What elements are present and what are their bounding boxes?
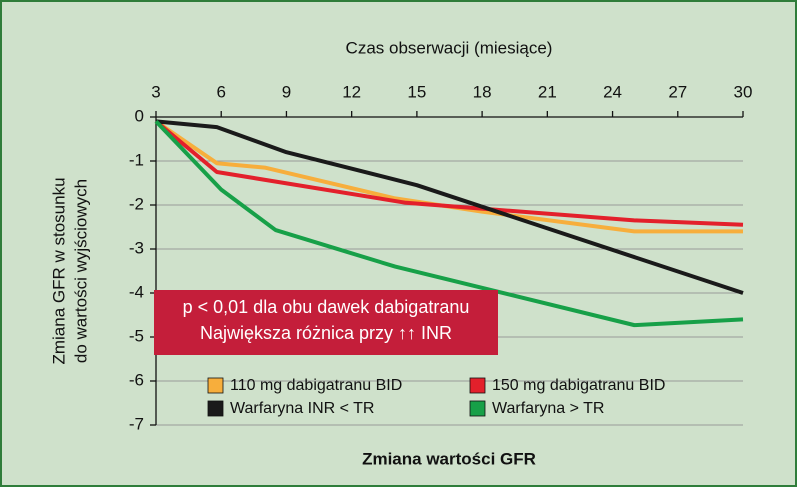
- legend-label: 110 mg dabigatranu BID: [230, 377, 402, 394]
- footer-title: Zmiana wartości GFR: [362, 449, 536, 468]
- x-tick-label: 9: [282, 82, 291, 101]
- x-tick-label: 21: [538, 82, 557, 101]
- legend-label: Warfaryna INR < TR: [230, 400, 374, 417]
- annotation: p < 0,01 dla obu dawek dabigatranu: [183, 297, 470, 317]
- y-tick-label: -5: [129, 326, 144, 345]
- x-tick-label: 30: [734, 82, 753, 101]
- y-axis-title: do wartości wyjściowych: [71, 179, 90, 363]
- legend-swatch: [207, 400, 224, 417]
- x-tick-label: 15: [407, 82, 426, 101]
- y-tick-label: 0: [135, 106, 144, 125]
- x-tick-label: 27: [668, 82, 687, 101]
- y-tick-label: -6: [129, 370, 144, 389]
- x-tick-label: 12: [342, 82, 361, 101]
- x-axis-title: Czas obserwacji (miesiące): [346, 38, 553, 57]
- line: [154, 120, 744, 328]
- y-tick-label: -1: [129, 150, 144, 169]
- legend-label: 150 mg dabigatranu BID: [492, 377, 665, 394]
- legend-label: Warfaryna > TR: [492, 400, 604, 417]
- legend-swatch: [469, 400, 486, 417]
- y-axis-title: Zmiana GFR w stosunku: [49, 177, 68, 364]
- line: [155, 119, 744, 295]
- legend-swatch: [207, 377, 224, 394]
- y-tick-label: -3: [129, 238, 144, 257]
- x-tick-label: 3: [151, 82, 160, 101]
- y-tick-label: -2: [129, 194, 144, 213]
- x-tick-label: 24: [603, 82, 622, 101]
- y-tick-label: -7: [129, 414, 144, 433]
- legend-swatch: [469, 377, 486, 394]
- x-tick-label: 18: [473, 82, 492, 101]
- x-tick-label: 6: [216, 82, 225, 101]
- line: [154, 119, 744, 227]
- annotation: Największa różnica przy ↑↑ INR: [200, 323, 452, 343]
- annotation-box: [154, 290, 498, 355]
- line: [154, 119, 743, 234]
- y-tick-label: -4: [129, 282, 144, 301]
